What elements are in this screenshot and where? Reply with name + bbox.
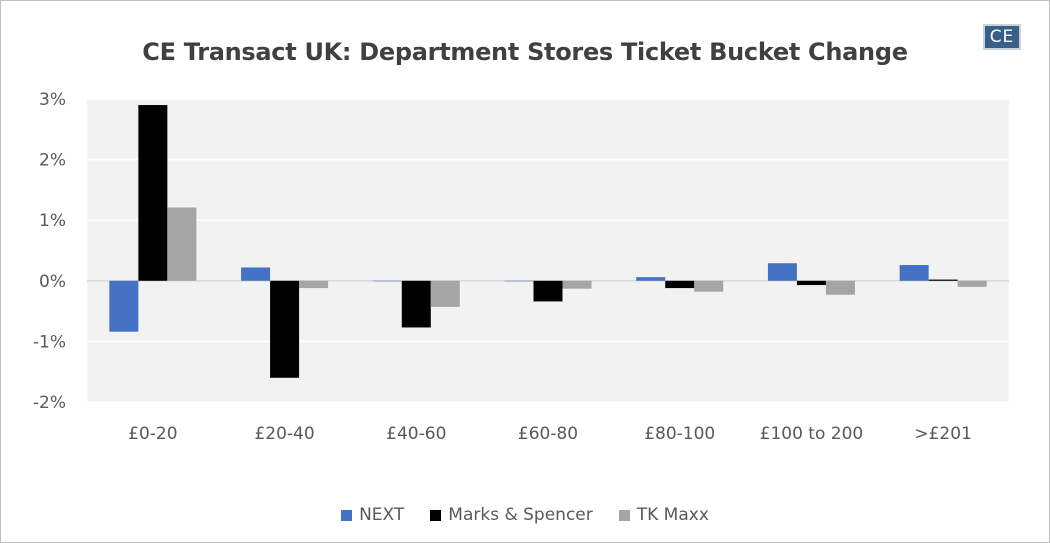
bar-next <box>241 267 271 281</box>
bar-next <box>109 280 139 332</box>
x-axis-ticks: £0-20 £20-40 £40-60 £60-80 £80-100 £100 to 20… <box>128 424 972 444</box>
bar-tk-maxx <box>825 280 855 295</box>
gridlines <box>87 98 1009 403</box>
bar-tk-maxx <box>430 280 460 307</box>
legend-item-tk-maxx: TK Maxx <box>618 505 709 525</box>
x-tick-label: £60-80 <box>518 424 578 444</box>
y-tick-label: -2% <box>33 393 66 413</box>
ce-logo: CE <box>983 24 1021 50</box>
bar-marks-spencer <box>401 280 431 328</box>
chart-title: CE Transact UK: Department Stores Ticket… <box>142 38 908 66</box>
y-axis-ticks: 3% 2% 1% 0% -1% -2% <box>33 90 66 413</box>
x-tick-label: £20-40 <box>254 424 314 444</box>
bar-marks-spencer <box>138 105 168 281</box>
bar-tk-maxx <box>167 207 197 281</box>
bar-tk-maxx <box>562 280 592 289</box>
bar-next <box>636 277 666 281</box>
bar-marks-spencer <box>928 279 958 281</box>
legend-item-next: NEXT <box>341 505 404 525</box>
y-tick-label: 0% <box>39 272 66 292</box>
plot-area <box>87 99 1009 402</box>
x-tick-label: >£201 <box>914 424 972 444</box>
bar-next <box>504 280 534 282</box>
bar-next <box>372 280 402 282</box>
bar-marks-spencer <box>533 280 563 302</box>
bar-marks-spencer <box>270 280 300 378</box>
x-tick-label: £80-100 <box>644 424 715 444</box>
bar-marks-spencer <box>665 280 695 289</box>
x-tick-label: £0-20 <box>128 424 177 444</box>
x-tick-label: £40-60 <box>386 424 446 444</box>
bar-tk-maxx <box>299 280 329 289</box>
y-tick-label: -1% <box>33 332 66 352</box>
y-tick-label: 3% <box>39 90 66 110</box>
x-tick-label: £100 to 200 <box>760 424 864 444</box>
bar-marks-spencer <box>796 280 826 286</box>
bar-next <box>899 265 929 281</box>
y-tick-label: 1% <box>39 211 66 231</box>
bar-next <box>767 263 797 281</box>
bar-tk-maxx <box>694 280 724 292</box>
legend-item-marks-spencer: Marks & Spencer <box>430 505 593 525</box>
y-tick-label: 2% <box>39 151 66 171</box>
legend-swatch-tk-maxx <box>618 509 630 521</box>
legend-swatch-marks-spencer <box>430 509 442 521</box>
legend: NEXT Marks & Spencer TK Maxx <box>0 505 1050 525</box>
legend-label-tk-maxx: TK Maxx <box>636 505 709 525</box>
bar-tk-maxx <box>957 280 987 287</box>
legend-swatch-next <box>341 509 353 521</box>
legend-label-next: NEXT <box>359 505 405 525</box>
legend-label-marks-spencer: Marks & Spencer <box>448 505 593 525</box>
bars-group <box>109 105 987 378</box>
